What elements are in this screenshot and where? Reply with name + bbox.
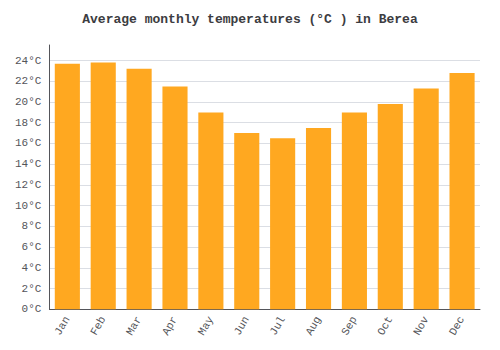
- svg-text:Jun: Jun: [232, 314, 252, 337]
- svg-text:Jul: Jul: [268, 314, 288, 337]
- svg-text:May: May: [196, 314, 216, 337]
- svg-text:0°C: 0°C: [22, 303, 42, 315]
- svg-text:16°C: 16°C: [15, 137, 42, 149]
- svg-text:Sep: Sep: [339, 314, 359, 337]
- svg-text:18°C: 18°C: [15, 117, 42, 129]
- svg-text:14°C: 14°C: [15, 158, 42, 170]
- svg-text:12°C: 12°C: [15, 179, 42, 191]
- svg-text:8°C: 8°C: [22, 220, 42, 232]
- svg-text:Nov: Nov: [411, 314, 431, 337]
- svg-text:20°C: 20°C: [15, 96, 42, 108]
- svg-text:24°C: 24°C: [15, 55, 42, 67]
- svg-text:4°C: 4°C: [22, 262, 42, 274]
- svg-text:Average monthly temperatures (: Average monthly temperatures (°C ) in Be…: [82, 12, 418, 27]
- svg-text:6°C: 6°C: [22, 241, 42, 253]
- svg-text:Apr: Apr: [160, 314, 180, 337]
- svg-text:Feb: Feb: [88, 314, 108, 337]
- svg-text:Dec: Dec: [447, 314, 467, 337]
- svg-text:Oct: Oct: [375, 314, 395, 337]
- svg-text:2°C: 2°C: [22, 283, 42, 295]
- svg-text:22°C: 22°C: [15, 75, 42, 87]
- svg-text:Jan: Jan: [52, 314, 72, 337]
- svg-text:10°C: 10°C: [15, 200, 42, 212]
- svg-text:Aug: Aug: [303, 314, 323, 337]
- svg-text:Mar: Mar: [124, 314, 144, 337]
